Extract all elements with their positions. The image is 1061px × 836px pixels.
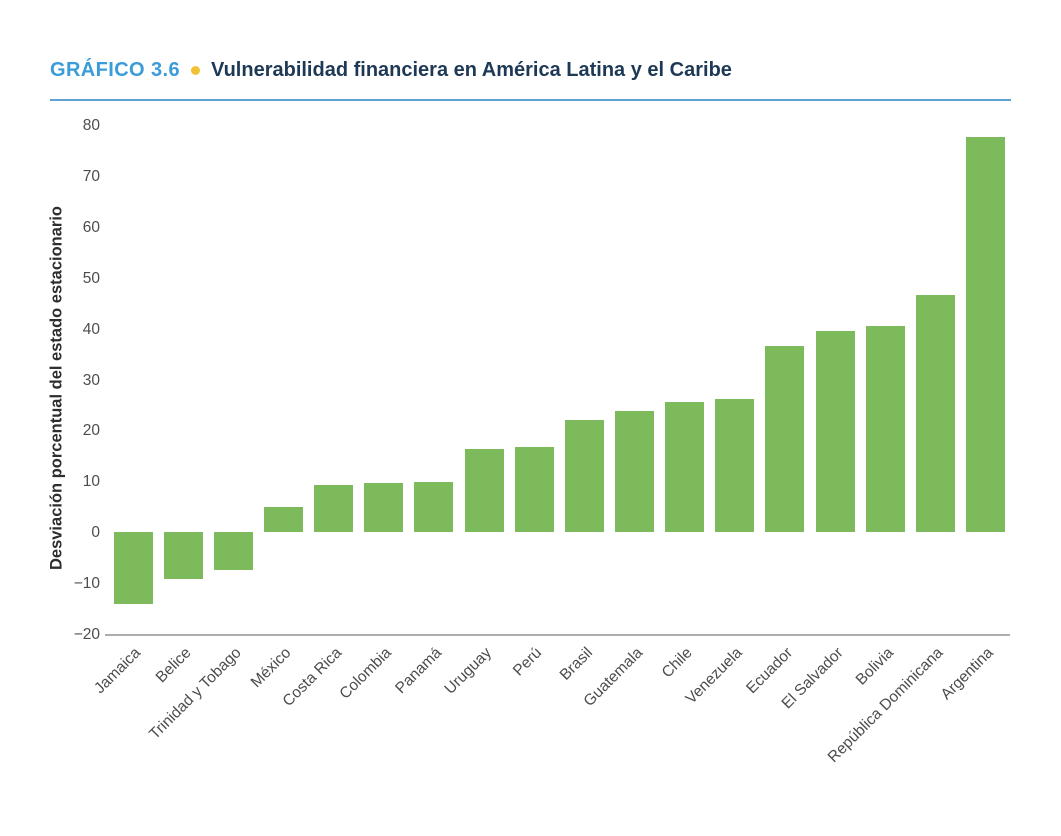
bar-panama	[414, 482, 454, 533]
y-tick-label: −20	[73, 626, 100, 643]
y-tick-label: 0	[91, 524, 100, 542]
x-tick-label: Trinidad y Tobago	[146, 644, 245, 743]
bar-guatemala	[615, 410, 654, 533]
x-tick-label: Jamaica	[91, 644, 145, 698]
y-tick-label: 70	[82, 167, 100, 185]
x-axis-labels: Jamaica Belice Trinidad y Tobago México Cost…	[91, 644, 1010, 825]
bar-peru	[514, 447, 554, 533]
x-tick-label: Argentina	[937, 644, 997, 704]
y-tick-label: 80	[82, 117, 100, 134]
x-tick-label: México	[248, 644, 295, 692]
bar-chile	[665, 401, 705, 533]
y-tick-label: 10	[82, 473, 100, 491]
x-tick-label: Chile	[658, 644, 696, 682]
x-tick-label: Bolivia	[852, 644, 897, 689]
bar-argentina	[966, 136, 1006, 533]
bullet-icon	[190, 65, 200, 75]
figure-header: GRÁFICO 3.6 Vulnerabilidad financiera en…	[50, 60, 732, 80]
figure-title: Vulnerabilidad financiera en América Lat…	[210, 59, 732, 81]
bar-mexico	[263, 507, 303, 533]
y-tick-label: 20	[82, 422, 100, 440]
y-axis-title: Desviación porcentual del estado estacio…	[47, 205, 66, 571]
x-tick-label: Brasil	[556, 644, 596, 684]
bar-costa-rica	[314, 484, 354, 533]
y-tick-label: 40	[82, 320, 100, 338]
bar-venezuela	[715, 398, 755, 533]
plot-area	[105, 125, 1010, 636]
bar-el-salvador	[815, 330, 855, 533]
bar-trinidad-y-tobago	[213, 532, 253, 570]
y-tick-label: 60	[82, 218, 100, 236]
x-tick-label: Uruguay	[441, 644, 496, 698]
bar-belice	[163, 532, 203, 579]
x-tick-label: Perú	[510, 644, 546, 680]
y-tick-label: −10	[73, 575, 100, 593]
x-tick-label: Colombia	[336, 644, 396, 703]
bar-republica-dominicana	[915, 295, 955, 533]
header-rule	[50, 99, 1011, 101]
figure-label: GRÁFICO 3.6	[50, 59, 180, 81]
y-tick-label: 50	[82, 269, 100, 287]
x-tick-label: Belice	[152, 644, 195, 687]
bar-brasil	[564, 420, 604, 533]
bar-uruguay	[464, 448, 504, 533]
bar-ecuador	[765, 346, 805, 533]
bar-jamaica	[113, 532, 153, 605]
y-tick-label: 30	[82, 371, 100, 389]
bar-colombia	[364, 483, 404, 533]
x-tick-label: Panamá	[392, 644, 446, 698]
bar-bolivia	[865, 326, 905, 533]
